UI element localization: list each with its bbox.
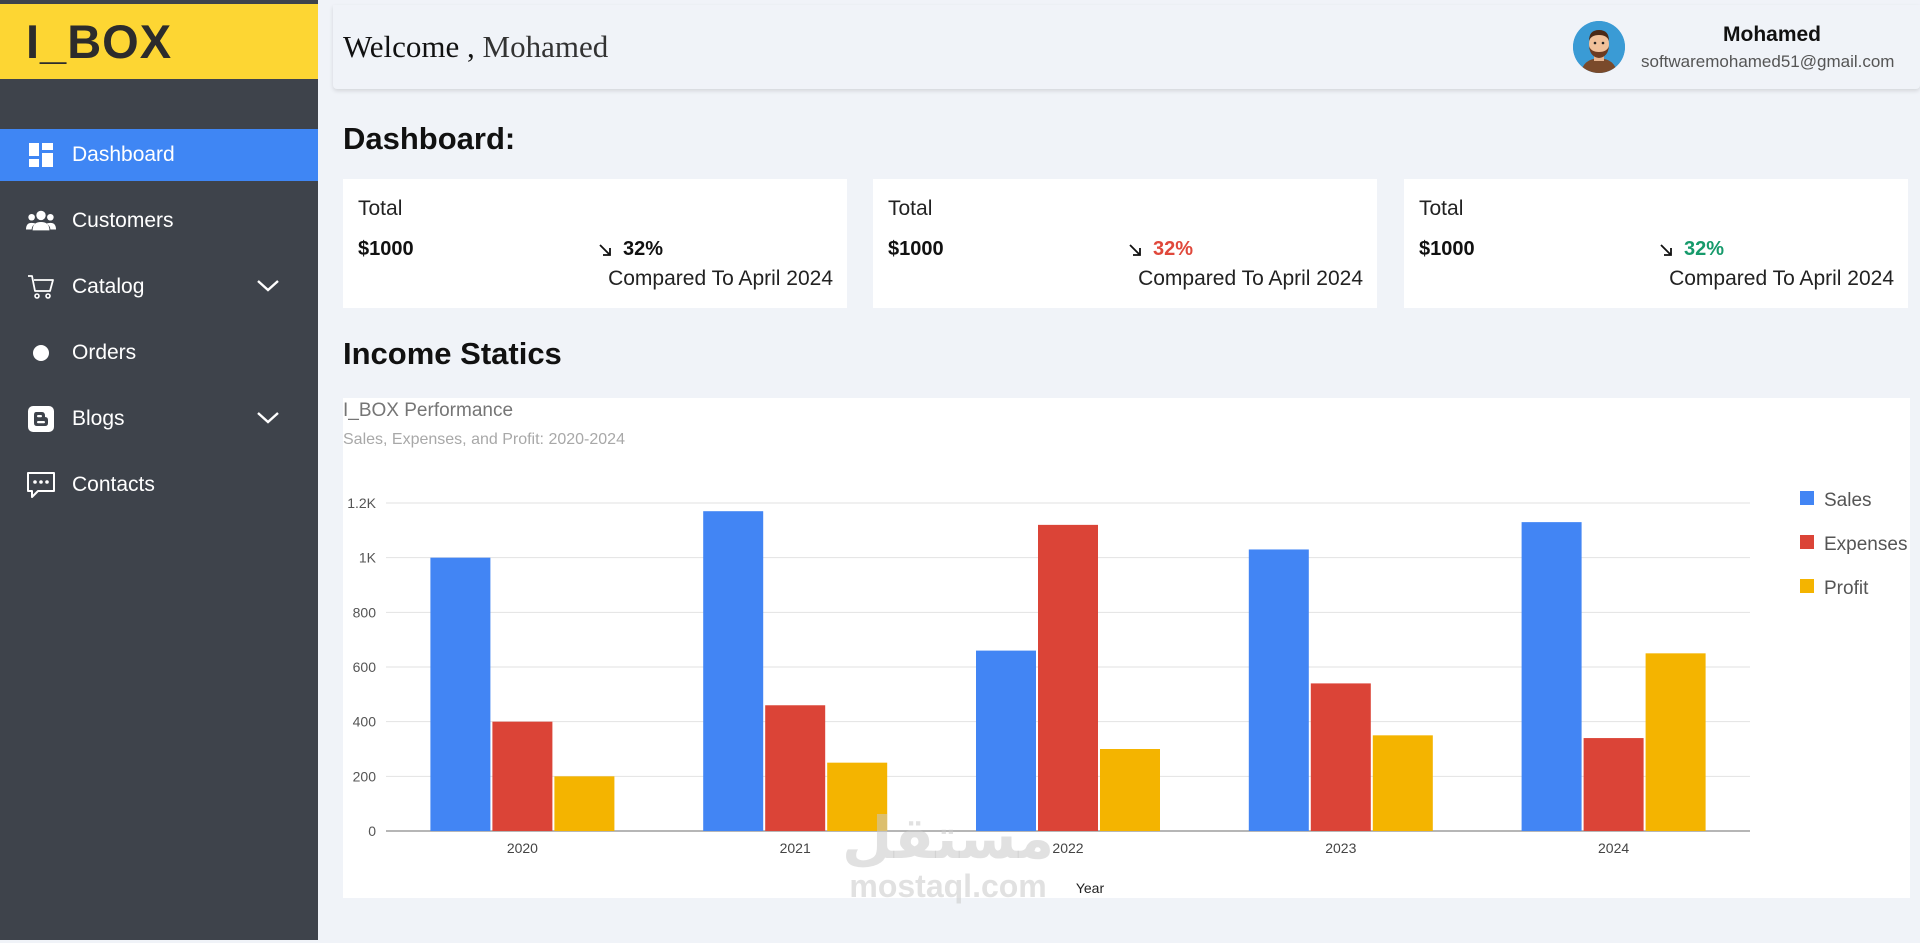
legend-label: Expenses — [1824, 534, 1907, 555]
card-compare: Compared To April 2024 — [608, 267, 833, 290]
sidebar-item-label: Contacts — [72, 473, 155, 496]
card-percent-value: 32% — [1684, 238, 1725, 260]
chart-subtitle: Sales, Expenses, and Profit: 2020-2024 — [343, 431, 625, 448]
stat-card: Total $1000 32% Compared To April 2024 — [1404, 179, 1908, 308]
legend-swatch — [1800, 535, 1814, 549]
y-tick-label: 400 — [353, 714, 377, 730]
x-tick-label: 2020 — [507, 840, 538, 856]
bar-expenses — [492, 721, 553, 831]
user-name: Mohamed — [1723, 23, 1822, 46]
card-percent: 32% — [597, 238, 663, 261]
y-tick-label: 0 — [368, 823, 376, 839]
card-value: $1000 — [358, 238, 414, 260]
legend-label: Profit — [1824, 578, 1869, 599]
y-tick-label: 600 — [353, 659, 377, 675]
card-label: Total — [1419, 197, 1464, 220]
chart-svg: I_BOX Performance Sales, Expenses, and Pr… — [343, 400, 1907, 896]
blogger-icon — [26, 404, 56, 434]
logo-text: I_BOX — [26, 15, 173, 68]
stat-card: Total $1000 32% Compared To April 2024 — [873, 179, 1377, 308]
bar-profit — [554, 776, 615, 831]
chart-title: I_BOX Performance — [343, 400, 513, 421]
sidebar-item-catalog[interactable]: Catalog — [0, 261, 318, 313]
bar-expenses — [1310, 683, 1371, 831]
bar-expenses — [765, 705, 826, 831]
dashboard-icon — [26, 140, 56, 170]
bar-profit — [1645, 653, 1706, 831]
legend-label: Sales — [1824, 490, 1872, 511]
sidebar-item-dashboard[interactable]: Dashboard — [0, 129, 318, 181]
legend-swatch — [1800, 579, 1814, 593]
watermark: مستقل mostaql.com — [842, 806, 1055, 905]
sidebar-item-customers[interactable]: Customers — [0, 195, 318, 247]
card-percent-value: 32% — [1153, 238, 1194, 260]
cart-icon — [26, 272, 56, 302]
welcome-text: Welcome , Mohamed — [343, 29, 608, 65]
bar-sales — [703, 511, 764, 831]
bar-expenses — [1583, 738, 1644, 831]
stat-card: Total $1000 32% Compared To April 2024 — [343, 179, 847, 308]
sidebar-item-label: Orders — [72, 341, 137, 364]
bar-expenses — [1038, 524, 1098, 831]
user-email: softwaremohamed51@gmail.com — [1641, 52, 1895, 71]
users-icon — [26, 206, 56, 236]
sidebar-item-label: Dashboard — [72, 143, 175, 166]
welcome-name: Mohamed — [482, 29, 609, 64]
bar-profit — [1100, 749, 1160, 831]
legend-swatch — [1800, 491, 1814, 505]
chevron-down-icon[interactable] — [256, 407, 280, 431]
watermark-arabic: مستقل — [842, 806, 1055, 871]
x-tick-label: 2021 — [780, 840, 811, 856]
sidebar-item-blogs[interactable]: Blogs — [0, 393, 318, 445]
x-tick-label: 2024 — [1598, 840, 1629, 856]
top-header: Welcome , Mohamed Mohamed softwaremohame… — [333, 5, 1920, 89]
x-axis-label: Year — [1076, 880, 1105, 896]
bar-sales — [1521, 522, 1582, 831]
sidebar-item-label: Customers — [72, 209, 174, 232]
card-value: $1000 — [888, 238, 944, 260]
bar-profit — [827, 762, 888, 831]
card-percent: 32% — [1127, 238, 1193, 261]
bar-sales — [976, 650, 1036, 831]
card-value: $1000 — [1419, 238, 1475, 260]
card-compare: Compared To April 2024 — [1669, 267, 1894, 290]
income-chart: I_BOX Performance Sales, Expenses, and Pr… — [343, 398, 1910, 898]
card-compare: Compared To April 2024 — [1138, 267, 1363, 290]
watermark-latin: mostaql.com — [849, 868, 1047, 904]
page-title: Dashboard: — [343, 121, 516, 156]
chevron-down-icon[interactable] — [256, 275, 280, 299]
bar-sales — [1248, 549, 1309, 831]
card-percent: 32% — [1658, 238, 1724, 261]
sidebar-item-orders[interactable]: Orders — [0, 327, 318, 379]
y-tick-label: 800 — [353, 604, 377, 620]
sidebar-item-label: Catalog — [72, 275, 145, 298]
sidebar-item-contacts[interactable]: Contacts — [0, 459, 318, 511]
logo[interactable]: I_BOX — [0, 4, 318, 79]
x-tick-label: 2023 — [1325, 840, 1356, 856]
bar-sales — [430, 557, 491, 831]
y-tick-label: 1K — [359, 550, 377, 566]
arrow-down-right-icon — [1129, 243, 1141, 256]
sidebar: I_BOX Dashboard Customers Catalog — [0, 0, 318, 940]
card-label: Total — [888, 197, 933, 220]
y-tick-label: 200 — [353, 768, 377, 784]
avatar[interactable] — [1573, 21, 1625, 73]
section-title: Income Statics — [343, 336, 562, 371]
y-tick-label: 1.2K — [347, 495, 376, 511]
sidebar-item-label: Blogs — [72, 407, 125, 430]
bar-profit — [1372, 735, 1433, 831]
welcome-label: Welcome , — [343, 29, 475, 64]
card-label: Total — [358, 197, 403, 220]
x-tick-label: 2022 — [1052, 840, 1083, 856]
card-percent-value: 32% — [623, 238, 664, 260]
sidebar-menu: Dashboard Customers Catalog Orders — [0, 129, 318, 511]
arrow-down-right-icon — [599, 243, 611, 256]
dot-icon — [26, 338, 56, 368]
chat-icon — [26, 470, 56, 500]
arrow-down-right-icon — [1660, 243, 1672, 256]
